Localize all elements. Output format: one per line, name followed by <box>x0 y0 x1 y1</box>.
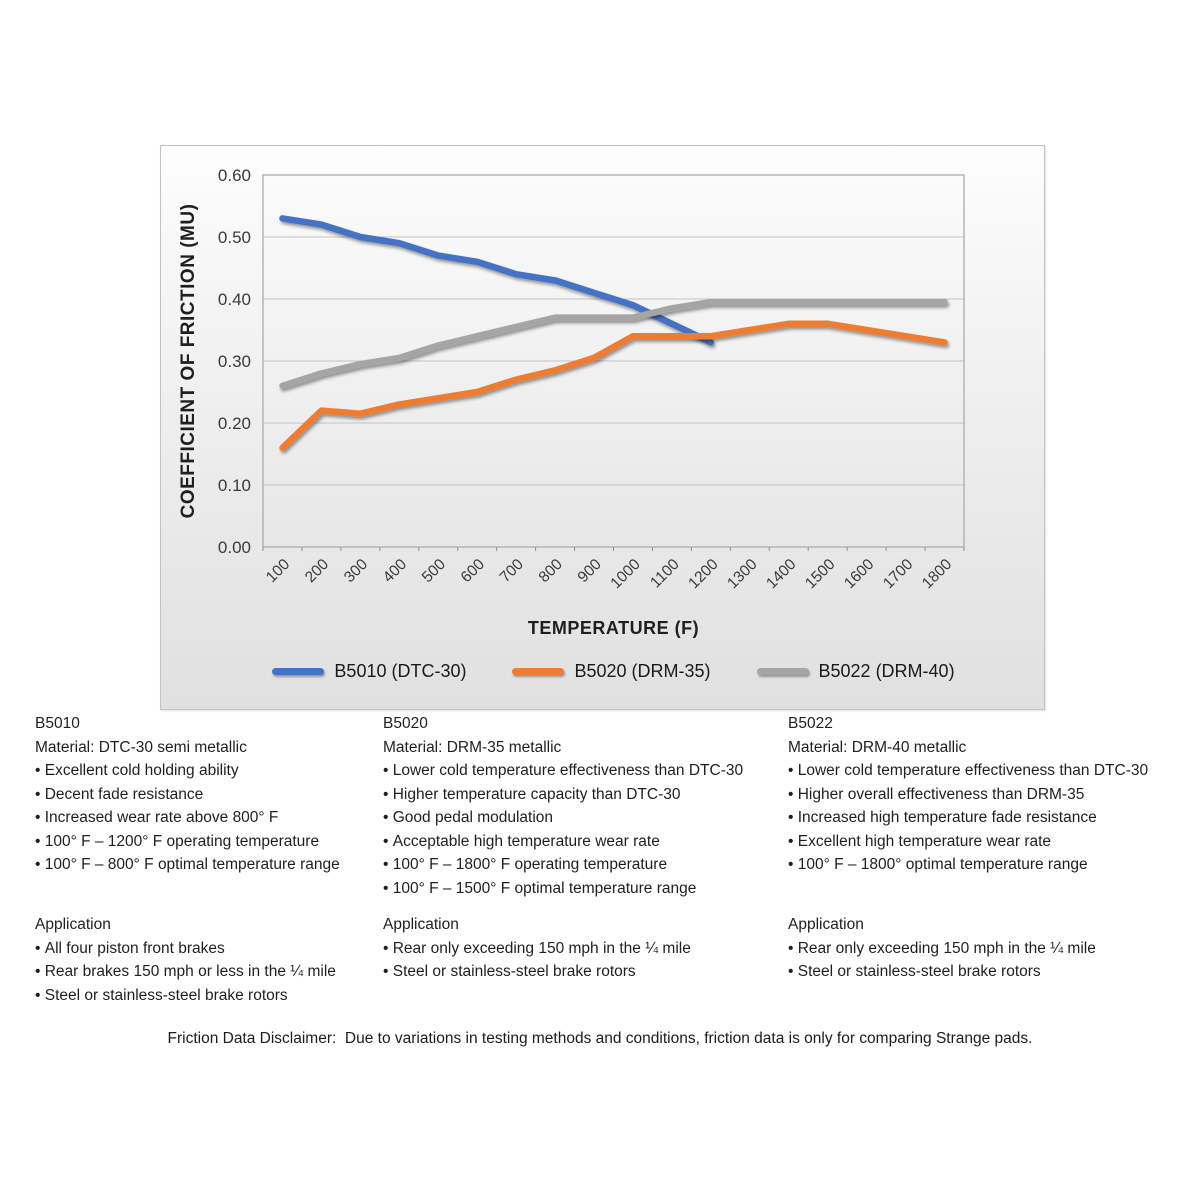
bullet-item: Increased wear rate above 800° F <box>35 806 380 830</box>
legend-label: B5010 (DTC-30) <box>334 660 467 681</box>
bullet-item: Steel or stainless-steel brake rotors <box>35 984 336 1008</box>
y-tick-label: 0.50 <box>218 228 251 247</box>
x-axis-tick-labels: 100 200 300 400 500 600 700 800 900 1000 1100 1200 1… <box>263 556 956 593</box>
legend-label: B5020 (DRM-35) <box>574 660 711 681</box>
bullet-item: Higher temperature capacity than DTC-30 <box>383 783 785 807</box>
legend-line-swatch <box>512 667 565 675</box>
bullet-item: Steel or stainless-steel brake rotors <box>788 960 1096 984</box>
x-tick-label: 1500 <box>802 556 839 593</box>
x-tick-label: 1600 <box>841 556 878 593</box>
bullet-item: Rear only exceeding 150 mph in the ¼ mil… <box>383 937 691 961</box>
pad-material: Material: DRM-35 metallic <box>383 738 562 756</box>
y-tick-label: 0.00 <box>218 538 251 557</box>
bullet-item: Rear only exceeding 150 mph in the ¼ mil… <box>788 937 1096 961</box>
bullet-item: 100° F – 1200° F operating temperature <box>35 830 380 854</box>
bullet-item: 100° F – 1800° optimal temperature range <box>788 853 1188 877</box>
pad-feature-list: Lower cold temperature effectiveness tha… <box>383 759 785 900</box>
bullet-item: Excellent cold holding ability <box>35 759 380 783</box>
x-axis-ticks <box>262 547 965 551</box>
x-tick-label: 700 <box>497 556 528 587</box>
chart-legend: B5010 (DTC-30) B5020 (DRM-35) B5022 (DRM… <box>263 654 964 688</box>
friction-chart: 0.00 0.10 0.20 0.30 0.40 0.50 0.60 100 200 300 400… <box>160 145 1045 710</box>
pad-column-b5022: B5022 Material: DRM-40 metallic Lower co… <box>788 712 1188 1012</box>
legend-line-swatch <box>272 667 325 675</box>
pad-material: Material: DRM-40 metallic <box>788 738 967 756</box>
bullet-item: 100° F – 1500° F optimal temperature ran… <box>383 877 785 901</box>
bullet-item: Increased high temperature fade resistan… <box>788 806 1188 830</box>
pad-column-b5010: B5010 Material: DTC-30 semi metallic Exc… <box>35 712 380 1012</box>
x-tick-label: 1000 <box>607 556 644 593</box>
x-tick-label: 500 <box>419 556 450 587</box>
legend-item-b5022: B5022 (DRM-40) <box>756 660 955 682</box>
series-line-0 <box>279 215 715 346</box>
legend-item-b5020: B5020 (DRM-35) <box>512 660 711 682</box>
pad-heading: B5022 <box>788 715 833 732</box>
pad-application-section: Application All four piston front brakes… <box>35 913 336 1007</box>
x-tick-label: 1100 <box>647 556 683 592</box>
pad-heading: B5010 <box>35 715 80 732</box>
pad-heading: B5020 <box>383 715 428 732</box>
x-tick-label: 200 <box>302 556 333 587</box>
application-heading: Application <box>383 916 459 933</box>
application-heading: Application <box>35 916 111 933</box>
x-axis-title: TEMPERATURE (F) <box>528 618 699 638</box>
x-tick-label: 1300 <box>724 556 761 593</box>
y-tick-label: 0.30 <box>218 352 251 371</box>
series-line-2 <box>279 298 948 390</box>
bullet-item: Higher overall effectiveness than DRM-35 <box>788 783 1188 807</box>
y-tick-label: 0.10 <box>218 476 251 495</box>
x-tick-label: 800 <box>536 556 567 587</box>
y-axis-title: COEFFICIENT OF FRICTION (MU) <box>178 204 199 519</box>
y-axis-tick-labels: 0.00 0.10 0.20 0.30 0.40 0.50 0.60 <box>218 166 251 557</box>
application-heading: Application <box>788 916 864 933</box>
pad-application-section: Application Rear only exceeding 150 mph … <box>383 913 691 984</box>
friction-chart-svg: 0.00 0.10 0.20 0.30 0.40 0.50 0.60 100 200 300 400… <box>178 166 965 638</box>
bullet-item: 100° F – 800° F optimal temperature rang… <box>35 853 380 877</box>
y-tick-label: 0.60 <box>218 166 251 185</box>
bullet-item: Rear brakes 150 mph or less in the ¼ mil… <box>35 960 336 984</box>
pad-feature-list: Lower cold temperature effectiveness tha… <box>788 759 1188 877</box>
x-tick-label: 600 <box>458 556 489 587</box>
pad-feature-list: Excellent cold holding abilityDecent fad… <box>35 759 380 877</box>
pad-application-list: Rear only exceeding 150 mph in the ¼ mil… <box>383 937 691 984</box>
pad-application-list: Rear only exceeding 150 mph in the ¼ mil… <box>788 937 1096 984</box>
series-line-1 <box>279 320 948 452</box>
bullet-item: Acceptable high temperature wear rate <box>383 830 785 854</box>
pad-application-list: All four piston front brakesRear brakes … <box>35 937 336 1008</box>
legend-line-swatch <box>756 667 809 675</box>
y-tick-label: 0.20 <box>218 414 251 433</box>
x-tick-label: 1400 <box>763 556 800 593</box>
friction-data-disclaimer: Friction Data Disclaimer: Due to variati… <box>167 1030 1033 1047</box>
pad-column-b5020: B5020 Material: DRM-35 metallic Lower co… <box>383 712 785 1012</box>
legend-item-b5010: B5010 (DTC-30) <box>272 661 466 682</box>
bullet-item: 100° F – 1800° F operating temperature <box>383 853 785 877</box>
bullet-item: Good pedal modulation <box>383 806 785 830</box>
pad-material: Material: DTC-30 semi metallic <box>35 738 247 756</box>
x-tick-label: 100 <box>263 556 294 587</box>
bullet-item: All four piston front brakes <box>35 937 336 961</box>
bullet-item: Lower cold temperature effectiveness tha… <box>788 759 1188 783</box>
bullet-item: Excellent high temperature wear rate <box>788 830 1188 854</box>
legend-label: B5022 (DRM-40) <box>818 660 955 681</box>
x-tick-label: 1800 <box>919 556 956 593</box>
x-tick-label: 1700 <box>880 556 917 593</box>
pad-application-section: Application Rear only exceeding 150 mph … <box>788 913 1096 984</box>
x-tick-label: 900 <box>575 556 606 587</box>
y-tick-label: 0.40 <box>218 290 251 309</box>
bullet-item: Steel or stainless-steel brake rotors <box>383 960 691 984</box>
x-tick-label: 400 <box>380 556 411 587</box>
bullet-item: Decent fade resistance <box>35 783 380 807</box>
x-tick-label: 300 <box>341 556 372 587</box>
bullet-item: Lower cold temperature effectiveness tha… <box>383 759 785 783</box>
x-tick-label: 1200 <box>685 556 722 593</box>
